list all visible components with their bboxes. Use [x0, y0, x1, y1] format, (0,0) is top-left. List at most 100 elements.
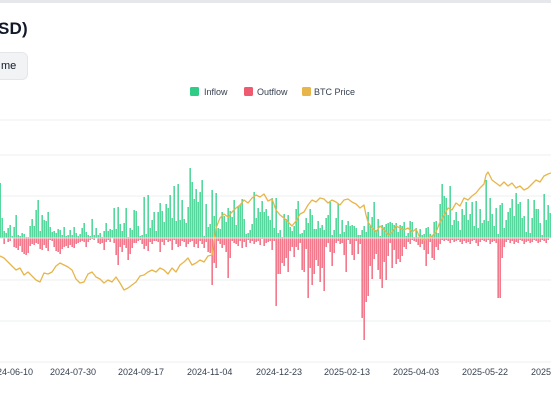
outflow-bar [441, 238, 443, 240]
outflow-bar [385, 238, 387, 280]
outflow-bar [485, 238, 487, 242]
outflow-bar [57, 238, 59, 252]
inflow-bar [527, 199, 529, 238]
legend-label-outflow: Outflow [257, 87, 288, 97]
outflow-bar [387, 238, 389, 256]
inflow-bar [335, 218, 337, 238]
inflow-bar [115, 229, 117, 238]
outflow-bar [163, 238, 165, 245]
outflow-bar [207, 238, 209, 252]
inflow-bar [345, 225, 347, 238]
inflow-bar [279, 230, 281, 238]
inflow-bar [229, 211, 231, 238]
inflow-bar [11, 236, 13, 238]
inflow-bar [533, 200, 535, 238]
inflow-bar [453, 220, 455, 238]
inflow-bar [431, 236, 433, 238]
inflow-bar [205, 204, 207, 238]
outflow-bar [291, 238, 293, 247]
inflow-bar [423, 234, 425, 238]
inflow-bar [315, 229, 317, 238]
outflow-bar [119, 238, 121, 247]
outflow-bar [169, 238, 171, 241]
x-tick-label: 2024-07-30 [50, 367, 96, 377]
outflow-bar [475, 238, 477, 243]
inflow-bar [329, 202, 331, 238]
inflow-bar [71, 235, 73, 238]
inflow-bar [209, 224, 211, 238]
inflow-bar [461, 209, 463, 238]
inflow-bar [131, 230, 133, 238]
inflow-bar [189, 168, 191, 238]
x-tick-label: 2024-12-23 [256, 367, 302, 377]
inflow-bar [269, 220, 271, 238]
outflow-bar [283, 238, 285, 266]
outflow-bar [365, 238, 367, 302]
outflow-bar [241, 238, 243, 248]
outflow-bar [425, 238, 427, 266]
inflow-bar [103, 231, 105, 238]
inflow-bar [361, 230, 363, 238]
outflow-bar [233, 238, 235, 243]
inflow-bar [493, 226, 495, 238]
inflow-bar [223, 216, 225, 238]
outflow-bar [193, 238, 195, 247]
inflow-bar [509, 208, 511, 238]
inflow-bar [1, 218, 3, 238]
outflow-bar [303, 238, 305, 272]
legend-item-btc-price[interactable]: BTC Price [302, 87, 355, 97]
inflow-bar [455, 212, 457, 238]
inflow-bar [515, 193, 517, 238]
outflow-bar [223, 238, 225, 245]
legend-item-inflow[interactable]: Inflow [190, 87, 228, 97]
inflow-bar [347, 221, 349, 238]
inflow-bar [349, 226, 351, 238]
outflow-bar [85, 238, 87, 247]
outflow-bar [535, 238, 537, 241]
outflow-bar [13, 238, 15, 247]
inflow-bar [211, 190, 213, 238]
outflow-bar [221, 238, 223, 248]
inflow-bar [5, 233, 7, 238]
inflow-bar [513, 216, 515, 238]
outflow-bar [395, 238, 397, 264]
outflow-bar [31, 238, 33, 244]
outflow-bar [495, 238, 497, 243]
inflow-bar [379, 236, 381, 238]
inflow-bar [99, 233, 101, 238]
outflow-bar [159, 238, 161, 252]
outflow-bar [341, 238, 343, 243]
outflow-bar [187, 238, 189, 244]
legend-item-outflow[interactable]: Outflow [244, 87, 288, 97]
outflow-bar [319, 238, 321, 282]
inflow-bar [29, 226, 31, 238]
outflow-bar [371, 238, 373, 279]
inflow-bar [237, 206, 239, 238]
outflow-bar [405, 238, 407, 249]
inflow-bar [429, 234, 431, 238]
legend-swatch-btc-price [302, 87, 311, 96]
inflow-bar [467, 220, 469, 238]
outflow-bar [81, 238, 83, 241]
legend-label-inflow: Inflow [204, 87, 228, 97]
inflow-bar [185, 223, 187, 238]
outflow-bar [481, 238, 483, 240]
outflow-bar [411, 238, 413, 240]
period-tab-button[interactable]: me [0, 52, 28, 80]
outflow-bar [267, 238, 269, 242]
inflow-bar [391, 223, 393, 238]
inflow-bar [81, 228, 83, 238]
inflow-bar [263, 212, 265, 238]
outflow-bar [443, 238, 445, 241]
outflow-bar [133, 238, 135, 243]
outflow-bar [99, 238, 101, 244]
outflow-bar [255, 238, 257, 242]
outflow-bar [459, 238, 461, 242]
inflow-bar [225, 222, 227, 238]
inflow-bar [125, 208, 127, 238]
inflow-bar [41, 215, 43, 238]
inflow-bar [77, 236, 79, 238]
inflow-bar [155, 231, 157, 238]
inflow-bar [233, 200, 235, 238]
